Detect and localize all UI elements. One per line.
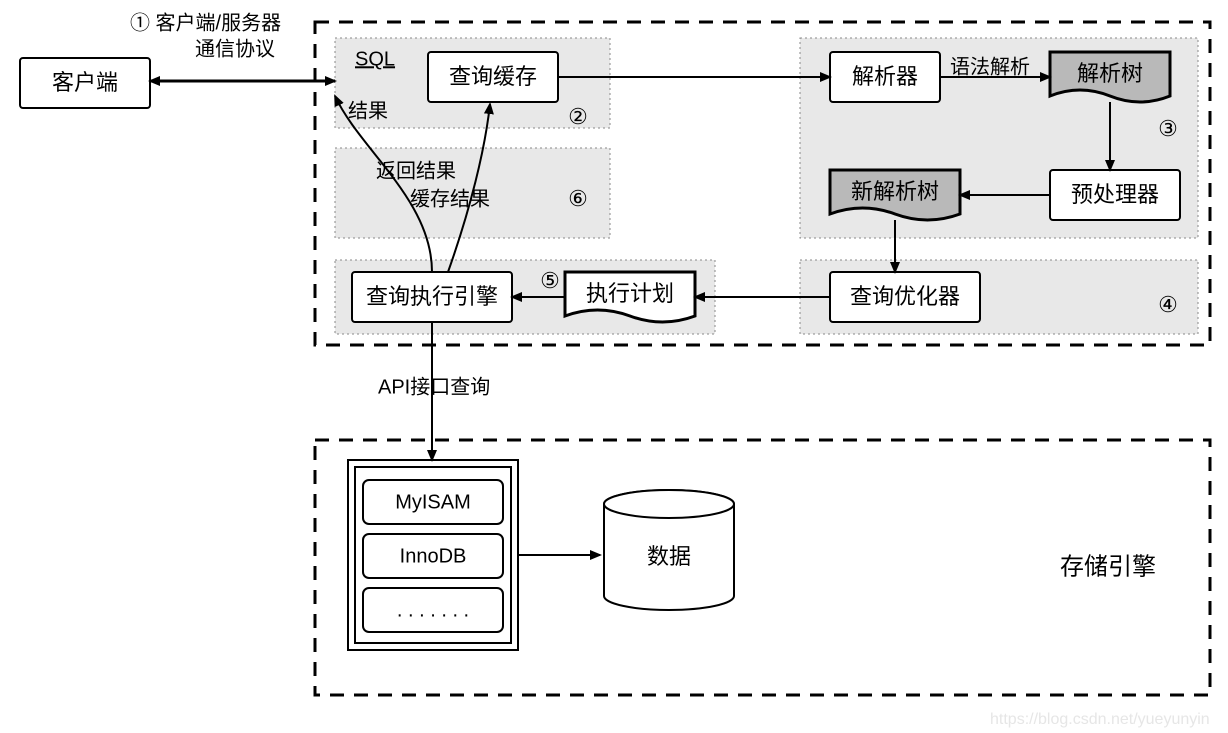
parse_tree-label: 解析树	[1077, 61, 1143, 86]
query_cache-label: 查询缓存	[449, 64, 537, 89]
zone-5-step: ⑤	[540, 268, 560, 293]
protocol-label: 通信协议	[195, 37, 275, 60]
optimizer-label: 查询优化器	[850, 284, 960, 309]
exec_plan-label: 执行计划	[586, 281, 674, 306]
data_cyl-label: 数据	[647, 544, 691, 569]
engines_box-item-2-label: . . . . . . .	[397, 599, 469, 621]
result-label: 结果	[348, 99, 388, 122]
zone-3-step: ③	[1158, 116, 1178, 141]
syntax-label: 语法解析	[950, 55, 1030, 78]
step1-label: ① 客户端/服务器	[130, 11, 281, 34]
storage-engine-label: 存储引擎	[1060, 553, 1156, 580]
sql-label: SQL	[355, 48, 395, 70]
client-label: 客户端	[52, 70, 118, 95]
engines_box-item-1-label: InnoDB	[400, 545, 467, 567]
cache-result-label: 缓存结果	[410, 187, 490, 210]
return-result-label: 返回结果	[376, 159, 456, 182]
mysql-query-flowchart: 客户端 查询缓存 解析器 解析树预处理器 新解析树查询优化器 执行计划 查询执行引擎 MyIS…	[0, 0, 1228, 733]
new_tree-label: 新解析树	[851, 179, 939, 204]
parser-label: 解析器	[852, 64, 918, 89]
api-query-label: API接口查询	[378, 375, 490, 398]
engines_box-item-0-label: MyISAM	[395, 491, 471, 513]
watermark: https://blog.csdn.net/yueyunyin	[990, 711, 1210, 728]
zone-6-step: ⑥	[568, 186, 588, 211]
exec_engine-label: 查询执行引擎	[366, 284, 498, 309]
zone-2-step: ②	[568, 104, 588, 129]
zone-4-step: ④	[1158, 292, 1178, 317]
preproc-label: 预处理器	[1071, 182, 1159, 207]
